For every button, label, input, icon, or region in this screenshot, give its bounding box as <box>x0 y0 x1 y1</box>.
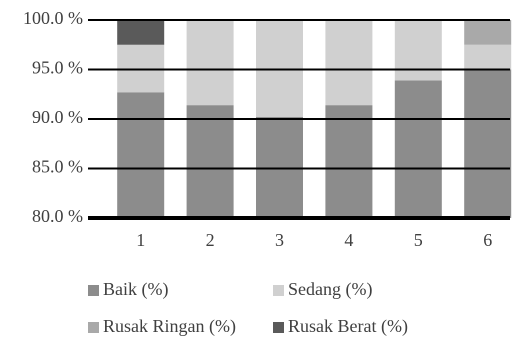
bar-segment <box>464 69 512 218</box>
bar-segment <box>325 105 373 218</box>
x-tick-label: 1 <box>136 230 145 250</box>
legend-swatch <box>273 285 284 296</box>
legend-swatch <box>273 322 284 333</box>
legend-swatch <box>88 285 99 296</box>
bar-segment <box>186 105 234 218</box>
legend-label: Rusak Ringan (%) <box>103 316 236 337</box>
bar-segment <box>394 80 442 218</box>
x-tick-label: 5 <box>414 230 423 250</box>
bar-segment <box>186 20 234 106</box>
x-tick-label: 4 <box>344 230 353 250</box>
legend-label: Baik (%) <box>103 279 168 300</box>
y-tick-label: 100.0 % <box>23 8 83 28</box>
bar-segment <box>325 20 373 106</box>
x-tick-label: 6 <box>483 230 492 250</box>
x-tick-label: 2 <box>206 230 215 250</box>
legend-label: Rusak Berat (%) <box>288 316 408 337</box>
bar-segment <box>117 92 165 218</box>
bar-segment <box>117 20 165 45</box>
bar-segment <box>464 20 512 45</box>
y-tick-label: 90.0 % <box>32 107 83 127</box>
y-tick-label: 95.0 % <box>32 58 83 78</box>
legend-swatch <box>88 322 99 333</box>
y-tick-label: 80.0 % <box>32 206 83 226</box>
bar-segment <box>394 20 442 81</box>
legend-label: Sedang (%) <box>288 279 372 300</box>
x-tick-label: 3 <box>275 230 284 250</box>
bar-segment <box>464 44 512 70</box>
y-tick-label: 85.0 % <box>32 157 83 177</box>
